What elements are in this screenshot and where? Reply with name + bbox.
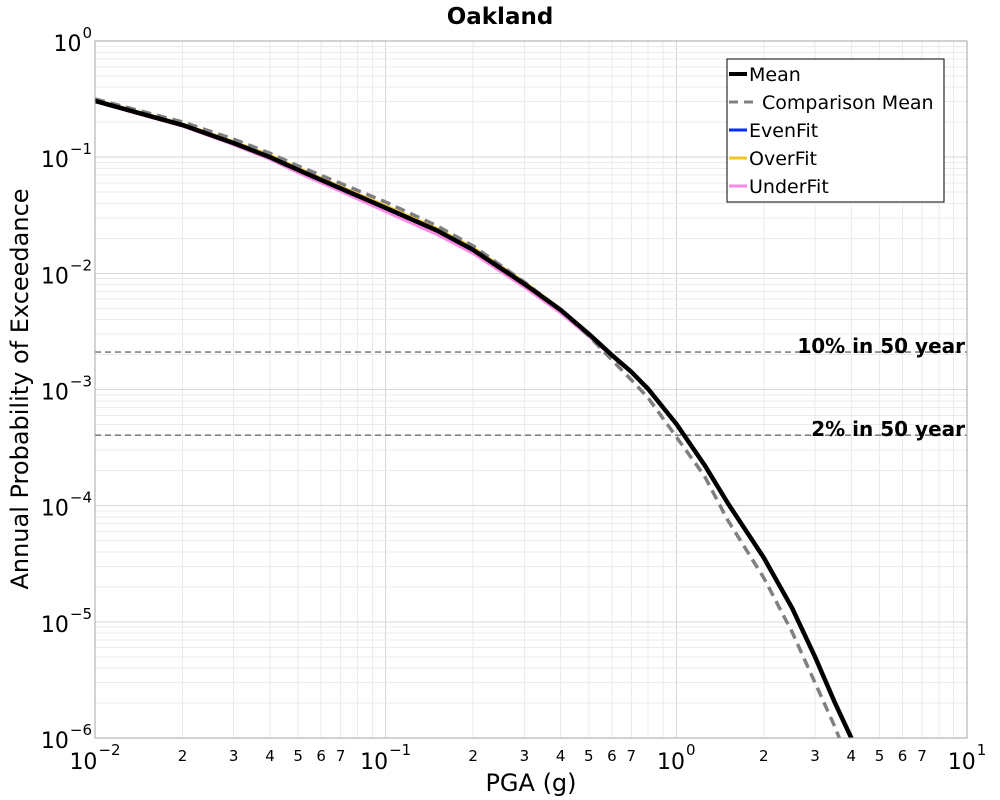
tick-label-exponent: −4 [70, 489, 92, 507]
legend-entry-comparison-mean: Comparison Mean [729, 92, 934, 114]
plot-frame [94, 40, 968, 739]
y-major-tick-label: 10−4 [41, 489, 92, 522]
tick-label-base: 10 [41, 497, 69, 522]
x-minor-tick-label: 4 [265, 747, 275, 765]
x-minor-tick-label: 4 [847, 747, 857, 765]
y-major-tick-label: 10−3 [41, 373, 92, 406]
x-minor-tick-label: 5 [293, 747, 303, 765]
tick-label-exponent: 0 [82, 24, 92, 42]
legend-label: OverFit [749, 148, 817, 170]
x-minor-tick-label: 3 [810, 747, 820, 765]
x-minor-tick-label: 5 [584, 747, 594, 765]
legend-entry-evenfit: EvenFit [729, 120, 818, 142]
reference-line-label: 10% in 50 year [797, 334, 965, 358]
tick-label-base: 10 [41, 613, 69, 638]
series-line-mean [95, 98, 854, 738]
y-axis-label: Annual Probability of Exceedance [6, 188, 34, 589]
y-major-tick-label: 10−5 [41, 605, 92, 638]
x-major-tick-label: 100 [657, 741, 696, 775]
x-minor-tick-label: 6 [898, 747, 908, 765]
y-major-tick-label: 10−2 [41, 256, 92, 289]
x-minor-tick-label: 3 [520, 747, 530, 765]
tick-label-base: 10 [41, 381, 69, 406]
chart-title: Oakland [447, 4, 554, 30]
x-axis-label: PGA (g) [485, 769, 576, 797]
x-minor-tick-label: 7 [627, 747, 637, 765]
reference-line-label: 2% in 50 year [811, 417, 965, 441]
y-major-tick-label: 10−6 [41, 721, 92, 754]
x-minor-tick-label: 4 [556, 747, 566, 765]
tick-label-base: 10 [53, 32, 81, 57]
x-minor-tick-label: 2 [759, 747, 769, 765]
x-minor-tick-label: 5 [875, 747, 885, 765]
legend-label: Mean [749, 64, 801, 86]
x-minor-tick-label: 2 [178, 747, 188, 765]
tick-label-exponent: −1 [389, 741, 411, 759]
tick-label-exponent: 1 [977, 741, 987, 759]
legend-label: UnderFit [749, 176, 829, 198]
legend-box [726, 58, 945, 203]
y-major-tick-label: 100 [53, 24, 92, 57]
hazard-curves [95, 97, 854, 738]
x-minor-tick-label: 6 [316, 747, 326, 765]
tick-label-base: 10 [69, 750, 97, 775]
legend-label: EvenFit [749, 120, 818, 142]
tick-label-exponent: −3 [70, 373, 92, 391]
legend-entry-overfit: OverFit [729, 148, 817, 170]
x-major-tick-label: 10−1 [360, 741, 411, 775]
x-minor-tick-label: 3 [229, 747, 239, 765]
legend-entry-mean: Mean [729, 64, 801, 86]
y-major-tick-label: 10−1 [41, 140, 92, 173]
tick-label-exponent: −2 [70, 256, 92, 274]
tick-label-base: 10 [41, 148, 69, 173]
tick-label-base: 10 [41, 264, 69, 289]
grid [94, 41, 967, 739]
tick-label-exponent: −5 [70, 605, 92, 623]
tick-label-base: 10 [657, 750, 685, 775]
legend-entry-underfit: UnderFit [729, 176, 829, 198]
legend-label: Comparison Mean [762, 92, 934, 114]
reference-lines: 10% in 50 year 2% in 50 year [95, 334, 967, 441]
x-major-tick-label: 10−2 [69, 741, 120, 775]
tick-label-base: 10 [948, 750, 976, 775]
x-minor-tick-label: 7 [336, 747, 346, 765]
tick-label-exponent: 0 [686, 741, 696, 759]
tick-label-exponent: −6 [70, 721, 92, 739]
legend: Mean Comparison Mean EvenFit OverFit UnderFi… [726, 58, 945, 203]
tick-label-base: 10 [360, 750, 388, 775]
x-minor-tick-label: 6 [607, 747, 617, 765]
x-minor-tick-label: 2 [468, 747, 478, 765]
tick-label-base: 10 [41, 729, 69, 754]
tick-label-exponent: −2 [98, 741, 120, 759]
x-minor-tick-label: 7 [917, 747, 927, 765]
tick-label-exponent: −1 [70, 140, 92, 158]
x-major-tick-label: 101 [948, 741, 987, 775]
